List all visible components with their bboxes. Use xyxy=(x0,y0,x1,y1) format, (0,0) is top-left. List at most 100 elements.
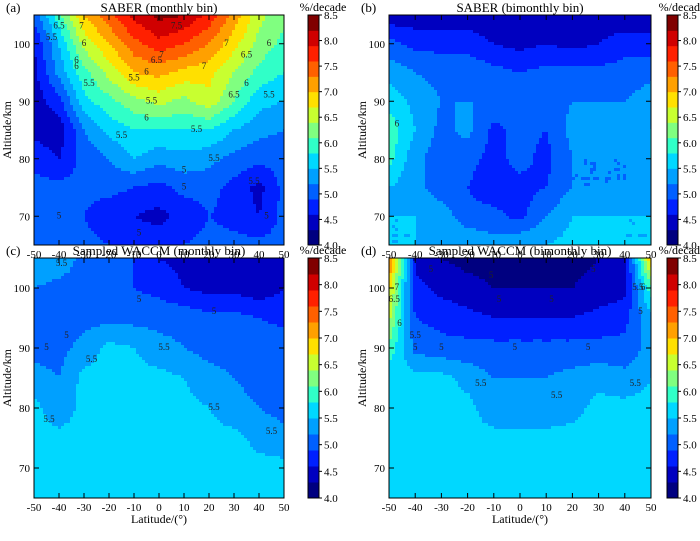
field-cell xyxy=(181,132,185,136)
field-cell xyxy=(154,75,158,79)
field-cell xyxy=(280,189,284,193)
field-cell xyxy=(157,156,161,160)
field-cell xyxy=(154,36,158,40)
field-cell xyxy=(163,102,167,106)
field-cell xyxy=(34,24,38,28)
field-cell xyxy=(274,39,278,43)
field-cell xyxy=(118,168,122,172)
field-cell xyxy=(154,156,158,160)
field-cell xyxy=(142,48,146,52)
field-cell xyxy=(46,90,50,94)
field-cell xyxy=(154,102,158,106)
field-cell xyxy=(160,66,164,70)
field-cell xyxy=(268,174,272,178)
field-cell xyxy=(142,147,146,151)
field-cell xyxy=(259,123,263,127)
field-cell xyxy=(250,138,254,142)
field-cell xyxy=(145,126,149,130)
field-cell xyxy=(280,81,284,85)
field-cell xyxy=(127,162,131,166)
field-cell xyxy=(199,150,203,154)
field-cell xyxy=(241,144,245,148)
field-cell xyxy=(112,24,116,28)
field-cell xyxy=(139,27,143,31)
field-cell xyxy=(88,144,92,148)
field-cell xyxy=(178,60,182,64)
field-cell xyxy=(40,117,44,121)
field-cell xyxy=(67,69,71,73)
field-cell xyxy=(151,171,155,175)
field-cell xyxy=(181,180,185,184)
field-cell xyxy=(232,33,236,37)
field-cell xyxy=(250,45,254,49)
field-cell xyxy=(73,147,77,151)
field-cell xyxy=(82,84,86,88)
field-cell xyxy=(121,102,125,106)
field-cell xyxy=(241,48,245,52)
field-cell xyxy=(244,96,248,100)
field-cell xyxy=(229,45,233,49)
field-cell xyxy=(94,87,98,91)
field-cell xyxy=(241,27,245,31)
field-cell xyxy=(253,78,257,82)
field-cell xyxy=(190,114,194,118)
field-cell xyxy=(181,168,185,172)
field-cell xyxy=(136,69,140,73)
field-cell xyxy=(205,42,209,46)
field-cell xyxy=(187,144,191,148)
field-cell xyxy=(256,174,260,178)
field-cell xyxy=(250,111,254,115)
field-cell xyxy=(100,162,104,166)
field-cell xyxy=(154,30,158,34)
field-cell xyxy=(181,75,185,79)
field-cell xyxy=(58,120,62,124)
field-cell xyxy=(76,135,80,139)
field-cell xyxy=(112,99,116,103)
field-cell xyxy=(85,75,89,79)
field-cell xyxy=(157,171,161,175)
field-cell xyxy=(253,111,257,115)
field-cell xyxy=(211,27,215,31)
field-cell xyxy=(259,138,263,142)
field-cell xyxy=(151,45,155,49)
field-cell xyxy=(199,63,203,67)
field-cell xyxy=(91,78,95,82)
field-cell xyxy=(79,186,83,190)
field-cell xyxy=(37,21,41,25)
field-cell xyxy=(214,63,218,67)
field-cell xyxy=(145,147,149,151)
field-cell xyxy=(202,51,206,55)
field-cell xyxy=(121,147,125,151)
field-cell xyxy=(112,117,116,121)
field-cell xyxy=(229,93,233,97)
field-cell xyxy=(133,177,137,181)
field-cell xyxy=(130,108,134,112)
field-cell xyxy=(211,162,215,166)
field-cell xyxy=(274,51,278,55)
field-cell xyxy=(37,135,41,139)
field-cell xyxy=(145,117,149,121)
field-cell xyxy=(109,39,113,43)
field-cell xyxy=(97,105,101,109)
field-cell xyxy=(103,111,107,115)
field-cell xyxy=(124,123,128,127)
field-cell xyxy=(196,165,200,169)
field-cell xyxy=(160,18,164,22)
field-cell xyxy=(181,156,185,160)
field-cell xyxy=(205,147,209,151)
field-cell xyxy=(241,51,245,55)
field-cell xyxy=(256,150,260,154)
field-cell xyxy=(139,111,143,115)
field-cell xyxy=(187,69,191,73)
field-cell xyxy=(109,117,113,121)
field-cell xyxy=(55,108,59,112)
field-cell xyxy=(232,75,236,79)
field-cell xyxy=(211,105,215,109)
field-cell xyxy=(49,162,53,166)
field-cell xyxy=(157,33,161,37)
field-cell xyxy=(190,63,194,67)
field-cell xyxy=(82,123,86,127)
field-cell xyxy=(151,141,155,145)
field-cell xyxy=(154,87,158,91)
